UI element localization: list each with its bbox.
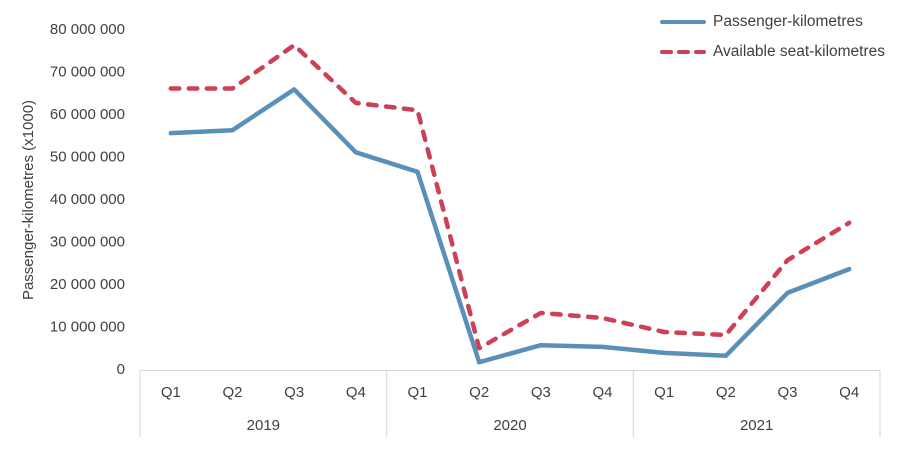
x-axis-quarter-label: Q1 <box>654 384 674 401</box>
y-axis-tick-label: 50 000 000 <box>50 149 125 166</box>
x-axis-quarter-label: Q4 <box>592 384 612 401</box>
y-axis-tick-label: 70 000 000 <box>50 64 125 81</box>
x-axis-quarter-label: Q2 <box>469 384 489 401</box>
legend-label: Available seat-kilometres <box>713 43 886 60</box>
x-axis-year-label: 2020 <box>493 417 526 434</box>
y-axis-tick-label: 60 000 000 <box>50 106 125 123</box>
x-axis-year-label: 2021 <box>740 417 773 434</box>
legend-dashed-line-icon <box>660 50 706 54</box>
legend-item-available-seat-kilometres: Available seat-kilometres <box>660 41 885 63</box>
legend: Passenger-kilometres Available seat-kilo… <box>660 11 885 71</box>
y-axis-tick-label: 80 000 000 <box>50 21 125 38</box>
y-axis-tick-label: 20 000 000 <box>50 276 125 293</box>
y-axis-tick-label: 30 000 000 <box>50 234 125 251</box>
y-axis-tick-label: 0 <box>117 361 125 378</box>
legend-item-passenger-kilometres: Passenger-kilometres <box>660 11 885 33</box>
x-axis-year-label: 2019 <box>247 417 280 434</box>
x-axis-quarter-label: Q3 <box>531 384 551 401</box>
legend-solid-line-icon <box>660 20 706 24</box>
y-axis-tick-label: 40 000 000 <box>50 191 125 208</box>
y-axis-title: Passenger-kilometres (x1000) <box>20 99 37 301</box>
x-axis-quarter-label: Q1 <box>407 384 427 401</box>
x-axis-quarter-label: Q2 <box>222 384 242 401</box>
x-axis-quarter-label: Q3 <box>777 384 797 401</box>
series-line-available-seat-kilometres <box>168 42 852 351</box>
x-axis-quarter-label: Q1 <box>161 384 181 401</box>
x-axis-quarter-label: Q4 <box>839 384 859 401</box>
x-axis-quarter-label: Q2 <box>716 384 736 401</box>
series-line-passenger-kilometres <box>168 87 852 365</box>
x-axis-quarter-label: Q3 <box>284 384 304 401</box>
x-axis-quarter-label: Q4 <box>346 384 366 401</box>
y-axis-tick-label: 10 000 000 <box>50 319 125 336</box>
legend-label: Passenger-kilometres <box>713 13 863 30</box>
